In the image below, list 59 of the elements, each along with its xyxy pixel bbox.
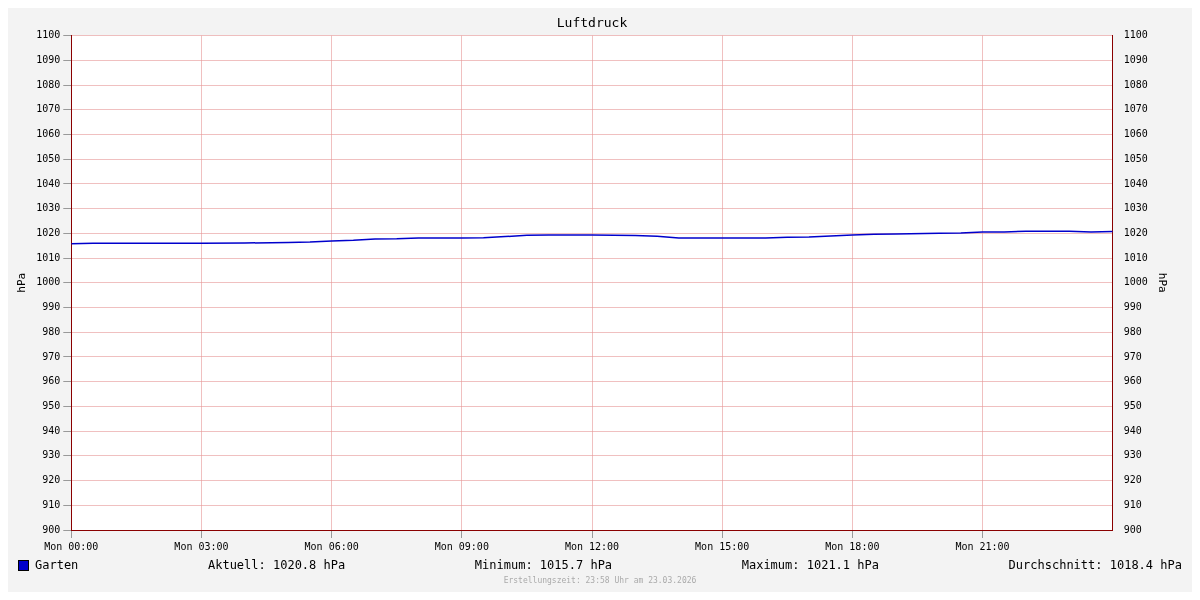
chart-title: Luftdruck — [556, 15, 628, 31]
y-tick-label: 1040 — [36, 177, 61, 189]
y2-tick-label: 1010 — [1123, 251, 1148, 263]
x-tick-label: Mon 15:00 — [695, 540, 750, 552]
y2-tick-label: 980 — [1123, 325, 1142, 337]
y2-tick-label: 1000 — [1123, 276, 1148, 288]
x-tick-label: Mon 03:00 — [174, 540, 229, 552]
y2-tick-label: 950 — [1123, 399, 1142, 411]
y2-tick-label: 940 — [1123, 424, 1142, 436]
y-tick-label: 1050 — [36, 152, 61, 164]
x-tick-label: Mon 06:00 — [304, 540, 359, 552]
y2-tick-label: 1040 — [1123, 177, 1148, 189]
y2-tick-label: 1080 — [1123, 78, 1148, 90]
y-tick-label: 950 — [42, 399, 61, 411]
y-tick-label: 910 — [42, 498, 61, 510]
y-axis-title: hPa — [15, 272, 29, 293]
y2-tick-label: 920 — [1123, 474, 1142, 486]
y-tick-label: 930 — [42, 449, 61, 461]
y-tick-label: 960 — [42, 375, 61, 387]
y-tick-label: 1010 — [36, 251, 61, 263]
y-tick-label: 1080 — [36, 78, 61, 90]
y2-tick-label: 1100 — [1123, 29, 1148, 41]
y-tick-label: 990 — [42, 301, 61, 313]
text: Minimum: 1015.7 hPa — [474, 558, 613, 572]
y-tick-label: 1070 — [36, 103, 61, 115]
y2-tick-label: 1060 — [1123, 128, 1148, 140]
y-tick-label: 1030 — [36, 202, 61, 214]
text: Durchschnitt: 1018.4 hPa — [1008, 558, 1182, 572]
y-tick-label: 1100 — [36, 29, 61, 41]
y-tick-label: 1020 — [36, 226, 61, 238]
y2-tick-label: 1020 — [1123, 226, 1148, 238]
y2-tick-label: 930 — [1123, 449, 1142, 461]
y2-tick-label: 1070 — [1123, 103, 1148, 115]
y-tick-label: 1060 — [36, 128, 61, 140]
y2-tick-label: 960 — [1123, 375, 1142, 387]
y-tick-label: 980 — [42, 325, 61, 337]
y-tick-label: 1000 — [36, 276, 61, 288]
y2-tick-label: 990 — [1123, 301, 1142, 313]
y-tick-label: 1090 — [36, 53, 61, 65]
y-tick-label: 940 — [42, 424, 61, 436]
legend-label: Garten — [35, 558, 79, 572]
y-tick-label: 970 — [42, 350, 61, 362]
y2-tick-label: 1050 — [1123, 152, 1148, 164]
x-tick-label: Mon 12:00 — [564, 540, 620, 552]
x-tick-label: Mon 18:00 — [825, 540, 880, 552]
y2-axis-title: hPa — [1155, 272, 1169, 293]
x-tick-label: Mon 00:00 — [44, 540, 99, 552]
y2-tick-label: 1090 — [1123, 53, 1148, 65]
x-tick-label: Mon 21:00 — [955, 540, 1010, 552]
y-tick-label: 920 — [42, 474, 61, 486]
y2-tick-label: 970 — [1123, 350, 1142, 362]
text: Aktuell: 1020.8 hPa — [207, 558, 346, 572]
x-tick-label: Mon 09:00 — [434, 540, 489, 552]
text: Erstellungszeit: 23:58 Uhr am 23.03.2026 — [502, 575, 698, 587]
text: Maximum: 1021.1 hPa — [741, 558, 879, 572]
y2-tick-label: 1030 — [1123, 202, 1148, 214]
y2-tick-label: 900 — [1123, 523, 1142, 535]
y-tick-label: 900 — [42, 523, 61, 535]
y2-tick-label: 910 — [1123, 498, 1142, 510]
